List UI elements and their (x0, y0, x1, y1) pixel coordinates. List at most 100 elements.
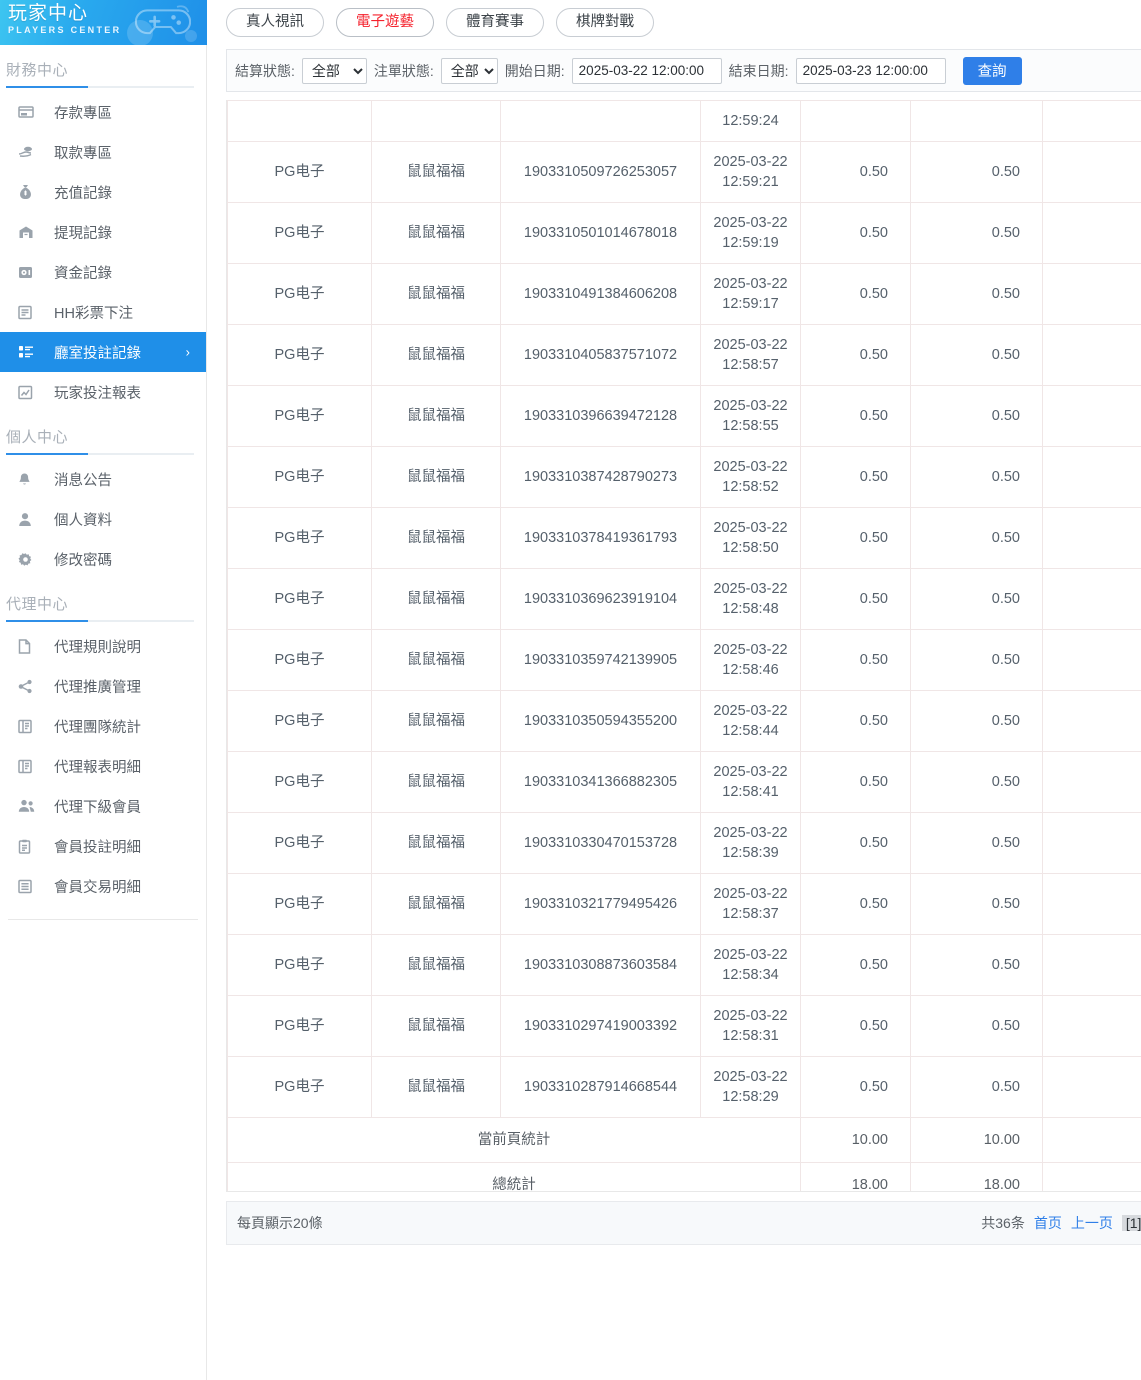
sidebar-item-5[interactable]: 代理下級會員 (0, 786, 206, 826)
cell-valid: 0.50 (910, 812, 1043, 874)
sidebar-item-6[interactable]: 會員投註明細 (0, 826, 206, 866)
summary-bet: 10.00 (800, 1117, 911, 1163)
per-page-label: 每頁顯示20條 (237, 1215, 323, 1231)
sidebar-item-2[interactable]: 取款專區 (0, 132, 206, 172)
sidebar-item-label: 取款專區 (54, 145, 112, 162)
cell-order: 1903310297419003392 (500, 995, 701, 1057)
cell-valid: 0.50 (910, 1056, 1043, 1118)
settle-status-label: 結算狀態: (235, 62, 295, 79)
sidebar-item-label: 充值記錄 (54, 185, 112, 202)
cell-order (500, 100, 701, 142)
cell-platform: PG电子 (227, 141, 372, 203)
sidebar-item-3[interactable]: 充值記錄 (0, 172, 206, 212)
sidebar-item-label: 資金記錄 (54, 265, 112, 282)
tab-4[interactable]: 棋牌對戰 (556, 8, 654, 37)
cell-valid: 0.50 (910, 141, 1043, 203)
end-date-input[interactable] (795, 57, 946, 84)
user-icon (18, 510, 40, 528)
hand-cash-icon (18, 143, 40, 161)
cell-time: 12:59:24 (700, 100, 801, 142)
cell-platform: PG电子 (227, 934, 372, 996)
end-date-label: 結束日期: (728, 62, 789, 79)
sidebar-item-3[interactable]: 修改密碼 (0, 539, 206, 579)
cell-date-part: 2025-03-22 (713, 825, 788, 841)
cell-bet: 0.50 (800, 751, 911, 813)
cell-time: 2025-03-22 12:58:34 (700, 934, 801, 996)
cell-order: 1903310287914668544 (500, 1056, 701, 1118)
cell-time-part: 12:58:57 (722, 357, 779, 373)
pagination-controls: 共36条 首页 上一页 [1] [2] 下一页 第 页 跳 (981, 1211, 1141, 1235)
sidebar-item-label: 代理下級會員 (54, 799, 141, 816)
cell-bet: 0.50 (800, 507, 911, 569)
sidebar-item-4[interactable]: 提現記錄 (0, 212, 206, 252)
cell-platform: PG电子 (227, 507, 372, 569)
sidebar-item-2[interactable]: 代理推廣管理 (0, 666, 206, 706)
sidebar-item-label: 個人資料 (54, 512, 112, 529)
cell-date-part: 2025-03-22 (713, 398, 788, 414)
sidebar-item-6[interactable]: HH彩票下注 (0, 292, 206, 332)
cell-win: -0.50 (1042, 446, 1141, 508)
cell-time: 2025-03-22 12:59:17 (700, 263, 801, 325)
cell-win: -0.50 (1042, 385, 1141, 447)
sidebar-item-2[interactable]: 個人資料 (0, 499, 206, 539)
cell-date-part: 2025-03-22 (713, 337, 788, 353)
chevron-right-icon: › (185, 344, 190, 360)
cell-time: 2025-03-22 12:58:50 (700, 507, 801, 569)
sidebar-item-label: 存款專區 (54, 105, 112, 122)
brand-header: 玩家中心 PLAYERS CENTER (0, 0, 207, 45)
chart-report-icon (18, 383, 40, 401)
prev-page-link[interactable]: 上一页 (1070, 1215, 1113, 1231)
page-1-link[interactable]: [1] (1121, 1215, 1141, 1231)
pagination-bar: 每頁顯示20條 共36条 首页 上一页 [1] [2] 下一页 第 页 跳 (226, 1201, 1141, 1245)
cell-platform: PG电子 (227, 385, 372, 447)
summary-label: 當前頁統計 (227, 1117, 801, 1163)
sidebar-item-7-active[interactable]: 廳室投註記錄 › (0, 332, 206, 372)
cell-game: 鼠鼠福福 (371, 141, 501, 203)
table-row: PG电子 鼠鼠福福 1903310378419361793 2025-03-22 12:… (227, 507, 1141, 569)
gear-icon (18, 550, 40, 568)
cell-platform (227, 100, 372, 142)
cell-game: 鼠鼠福福 (371, 690, 501, 752)
sidebar-item-1[interactable]: 代理規則說明 (0, 626, 206, 666)
cell-date-part: 2025-03-22 (713, 459, 788, 475)
sidebar-item-7[interactable]: 會員交易明細 (0, 866, 206, 906)
cell-platform: PG电子 (227, 873, 372, 935)
bet-status-select[interactable]: 全部 (440, 57, 498, 84)
sidebar-item-3[interactable]: 代理團隊統計 (0, 706, 206, 746)
table-row: PG电子 鼠鼠福福 1903310287914668544 2025-03-22 12:… (227, 1056, 1141, 1118)
list-alt-icon (18, 877, 40, 895)
document-icon (18, 637, 40, 655)
cell-bet: 0.50 (800, 873, 911, 935)
sidebar-item-1[interactable]: 消息公告 (0, 459, 206, 499)
sidebar-item-5[interactable]: 資金記錄 (0, 252, 206, 292)
cell-win (1042, 100, 1141, 142)
sidebar-item-1[interactable]: 存款專區 (0, 92, 206, 132)
sidebar-item-4[interactable]: 代理報表明細 (0, 746, 206, 786)
start-date-input[interactable] (571, 57, 722, 84)
sidebar-item-8[interactable]: 玩家投注報表 (0, 372, 206, 412)
first-page-link[interactable]: 首页 (1033, 1215, 1062, 1231)
cell-date-part: 2025-03-22 (713, 276, 788, 292)
tab-2-active[interactable]: 電子遊藝 (336, 8, 434, 37)
sidebar-item-label: 提現記錄 (54, 225, 112, 242)
table-row: PG电子 鼠鼠福福 1903310405837571072 2025-03-22 12:… (227, 324, 1141, 386)
gamepad-icon (135, 5, 191, 35)
table-row: PG电子 鼠鼠福福 1903310297419003392 2025-03-22 12:… (227, 995, 1141, 1057)
cell-platform: PG电子 (227, 690, 372, 752)
table-row: PG电子 鼠鼠福福 1903310369623919104 2025-03-22 12:… (227, 568, 1141, 630)
settle-status-select[interactable]: 全部 (301, 57, 367, 84)
cell-time-part: 12:58:41 (722, 784, 779, 800)
summary-label: 總統計 (227, 1162, 801, 1191)
cell-bet: 0.50 (800, 690, 911, 752)
cell-order: 1903310387428790273 (500, 446, 701, 508)
cell-bet: 0.50 (800, 629, 911, 691)
sidebar-menu: 代理規則說明 代理推廣管理 代理團隊統計 代理報表明細代理下級會員會員投註明細 會員交易… (0, 626, 206, 906)
users-icon (18, 797, 40, 815)
tab-3[interactable]: 體育賽事 (446, 8, 544, 37)
cell-game: 鼠鼠福福 (371, 629, 501, 691)
cell-valid: 0.50 (910, 995, 1043, 1057)
cell-win: -0.50 (1042, 263, 1141, 325)
search-button[interactable]: 查詢 (962, 56, 1022, 85)
tab-1[interactable]: 真人視訊 (226, 8, 324, 37)
